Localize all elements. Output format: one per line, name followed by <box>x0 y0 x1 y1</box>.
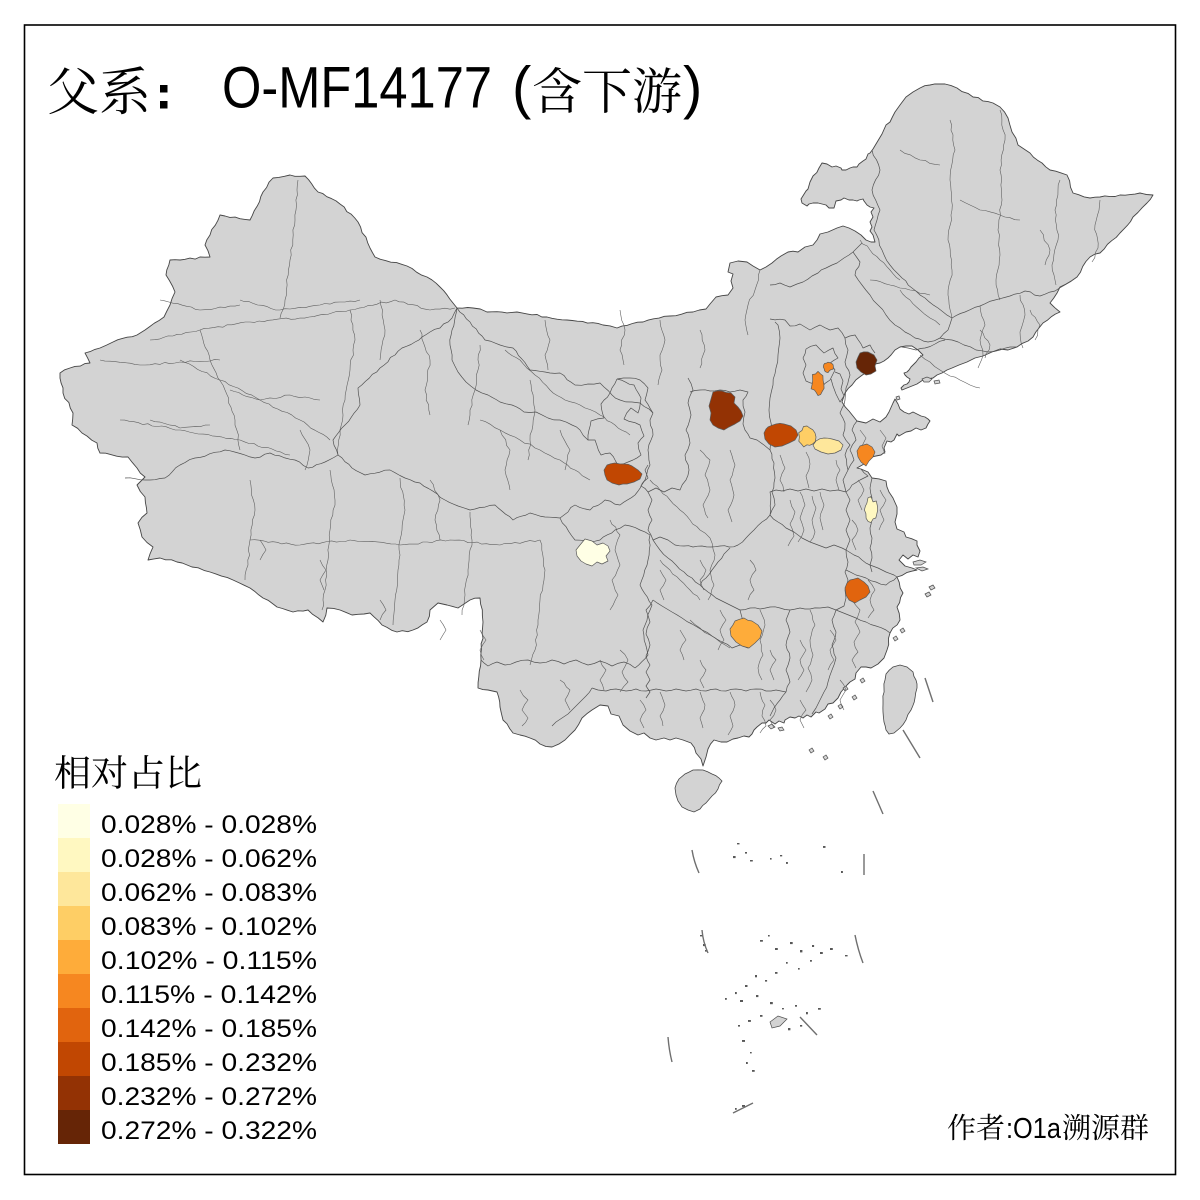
svg-text:0.028% - 0.062%: 0.028% - 0.062% <box>101 845 317 873</box>
svg-text:0.185% - 0.232%: 0.185% - 0.232% <box>101 1049 317 1077</box>
svg-text::O1a: :O1a <box>1006 1113 1062 1145</box>
svg-text:): ) <box>683 56 702 121</box>
svg-text:0.115% - 0.142%: 0.115% - 0.142% <box>101 981 317 1009</box>
svg-text:0.102% - 0.115%: 0.102% - 0.115% <box>101 947 317 975</box>
svg-text:0.062% - 0.083%: 0.062% - 0.083% <box>101 879 317 907</box>
svg-text:(: ( <box>512 56 531 121</box>
svg-text:O-MF14177: O-MF14177 <box>222 56 492 121</box>
svg-text:0.142% - 0.185%: 0.142% - 0.185% <box>101 1015 317 1043</box>
svg-text:0.272% - 0.322%: 0.272% - 0.322% <box>101 1117 317 1145</box>
svg-text:0.232% - 0.272%: 0.232% - 0.272% <box>101 1083 317 1111</box>
svg-text:0.028% - 0.028%: 0.028% - 0.028% <box>101 811 317 839</box>
svg-text:0.083% - 0.102%: 0.083% - 0.102% <box>101 913 317 941</box>
